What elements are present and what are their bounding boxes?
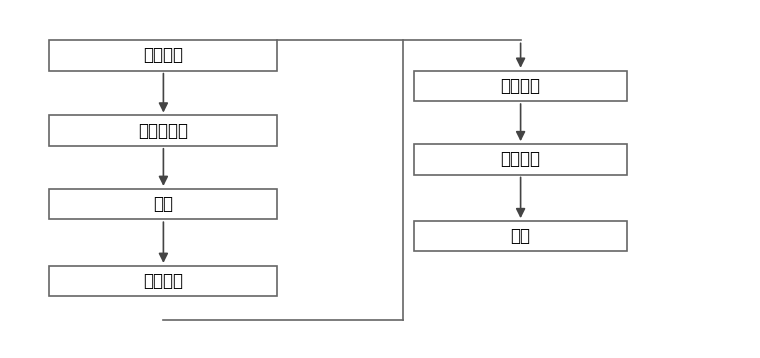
Text: 布孔、钻孔: 布孔、钻孔 <box>138 122 188 140</box>
Text: 灌注砂浆: 灌注砂浆 <box>144 272 183 290</box>
Bar <box>414 71 627 101</box>
Bar <box>49 40 277 71</box>
Bar <box>414 144 627 175</box>
Bar <box>49 116 277 146</box>
Text: 验收: 验收 <box>511 227 530 245</box>
Bar <box>49 266 277 296</box>
Text: 清孔: 清孔 <box>154 195 173 213</box>
Text: 孔口封堵: 孔口封堵 <box>501 150 540 168</box>
Bar <box>414 221 627 251</box>
Text: 锚杆安装: 锚杆安装 <box>501 77 540 95</box>
Text: 测量定位: 测量定位 <box>144 47 183 64</box>
Bar <box>49 189 277 219</box>
